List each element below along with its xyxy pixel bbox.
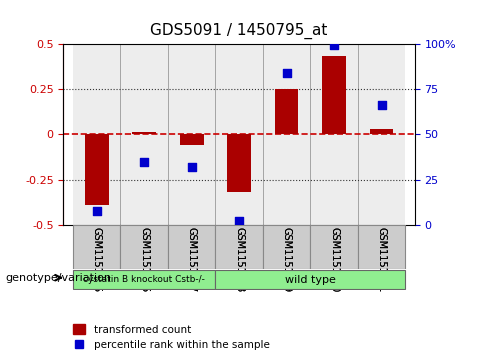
- Bar: [121, 44, 168, 225]
- Text: wild type: wild type: [285, 274, 336, 285]
- Bar: [263, 44, 310, 225]
- Bar: [227, 134, 251, 192]
- Bar: [180, 134, 203, 145]
- Text: GSM1151371: GSM1151371: [377, 227, 386, 293]
- Text: GSM1151369: GSM1151369: [282, 227, 292, 292]
- Bar: [85, 134, 108, 205]
- Text: cystatin B knockout Cstb-/-: cystatin B knockout Cstb-/-: [83, 275, 205, 284]
- Text: GSM1151371: GSM1151371: [377, 227, 386, 293]
- Text: GSM1151366: GSM1151366: [139, 227, 149, 292]
- FancyBboxPatch shape: [168, 225, 215, 269]
- Legend: transformed count, percentile rank within the sample: transformed count, percentile rank withi…: [69, 320, 274, 354]
- Text: GSM1151368: GSM1151368: [234, 227, 244, 292]
- Point: [283, 70, 290, 76]
- Bar: [215, 44, 263, 225]
- Title: GDS5091 / 1450795_at: GDS5091 / 1450795_at: [150, 23, 328, 40]
- FancyBboxPatch shape: [121, 225, 168, 269]
- Text: GSM1151370: GSM1151370: [329, 227, 339, 293]
- Text: GSM1151367: GSM1151367: [186, 227, 197, 293]
- FancyBboxPatch shape: [73, 270, 215, 289]
- Text: GSM1151365: GSM1151365: [92, 227, 102, 293]
- Text: GSM1151368: GSM1151368: [234, 227, 244, 292]
- Bar: [310, 44, 358, 225]
- Bar: [358, 44, 406, 225]
- FancyBboxPatch shape: [263, 225, 310, 269]
- FancyBboxPatch shape: [215, 270, 406, 289]
- Point: [235, 219, 243, 224]
- Text: GSM1151370: GSM1151370: [329, 227, 339, 293]
- Bar: [168, 44, 215, 225]
- Point: [330, 42, 338, 48]
- Bar: [132, 132, 156, 134]
- Point: [140, 159, 148, 164]
- Text: GSM1151365: GSM1151365: [92, 227, 102, 293]
- Bar: [73, 44, 121, 225]
- Text: genotype/variation: genotype/variation: [5, 273, 111, 283]
- Point: [188, 164, 196, 170]
- FancyBboxPatch shape: [358, 225, 406, 269]
- Point: [93, 208, 101, 213]
- Point: [378, 102, 386, 108]
- FancyBboxPatch shape: [73, 225, 121, 269]
- Text: GSM1151369: GSM1151369: [282, 227, 292, 292]
- Text: GSM1151366: GSM1151366: [139, 227, 149, 292]
- Bar: [275, 89, 299, 134]
- FancyBboxPatch shape: [310, 225, 358, 269]
- FancyBboxPatch shape: [215, 225, 263, 269]
- Bar: [370, 129, 393, 134]
- Bar: [322, 56, 346, 134]
- Text: GSM1151367: GSM1151367: [186, 227, 197, 293]
